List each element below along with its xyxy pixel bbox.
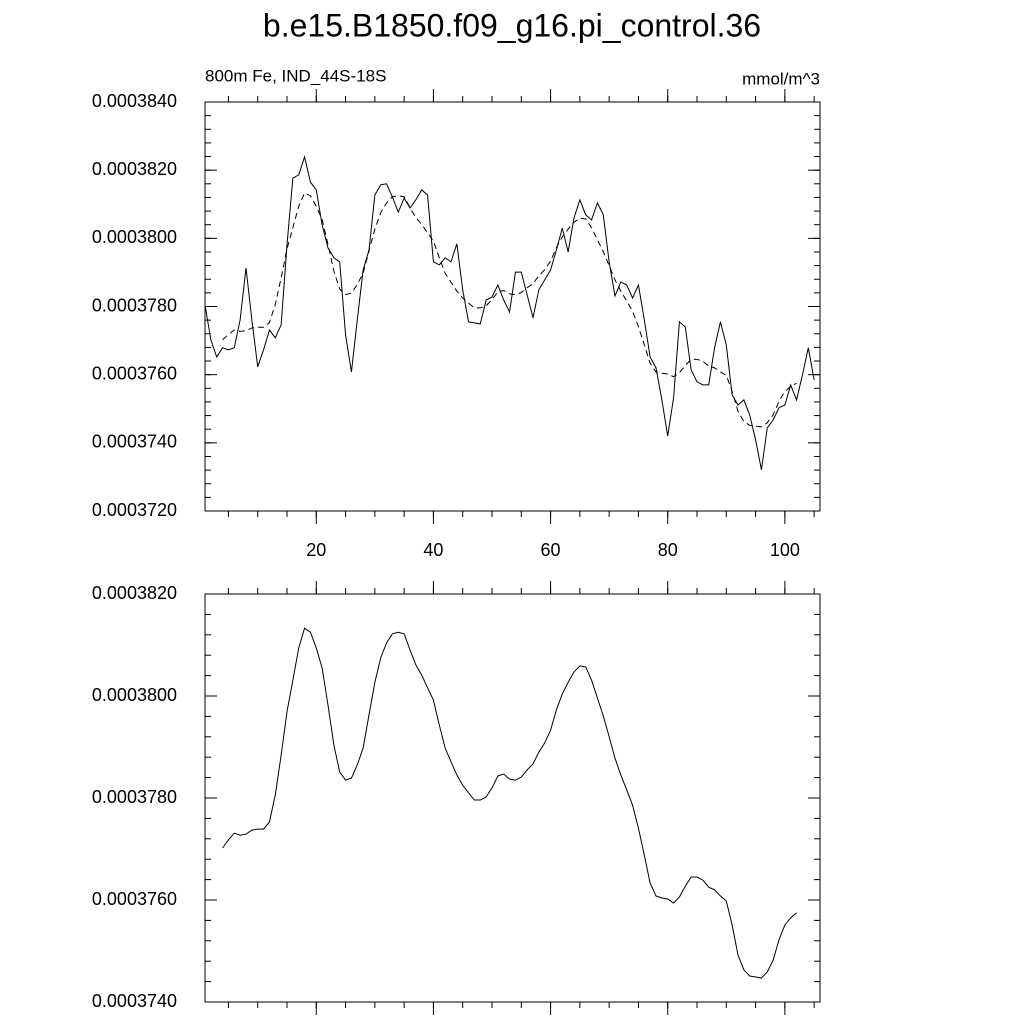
y-tick-label: 0.0003840 [92,91,177,111]
x-tick-label: 100 [770,540,800,560]
y-tick-label: 0.0003760 [92,889,177,909]
y-tick-label: 0.0003820 [92,583,177,603]
y-tick-label: 0.0003780 [92,787,177,807]
data-line [204,155,815,470]
x-tick-label: 40 [423,540,443,560]
dashed-line [222,192,797,428]
y-tick-label: 0.0003780 [92,295,177,315]
y-tick-label: 0.0003740 [92,991,177,1011]
right-string: mmol/m^3 [742,69,820,88]
y-tick-label: 0.0003720 [92,500,177,520]
y-tick-label: 0.0003800 [92,227,177,247]
y-tick-label: 0.0003820 [92,159,177,179]
y-tick-label: 0.0003760 [92,363,177,383]
left-string: 800m Fe, IND_44S-18S [205,66,386,85]
chart-title: b.e15.B1850.f09_g16.pi_control.36 [263,7,761,43]
x-tick-label: 20 [306,540,326,560]
data-line [222,627,797,979]
x-tick-label: 80 [658,540,678,560]
y-tick-label: 0.0003800 [92,685,177,705]
y-tick-label: 0.0003740 [92,432,177,452]
x-tick-label: 60 [541,540,561,560]
plot-frame [204,101,821,512]
